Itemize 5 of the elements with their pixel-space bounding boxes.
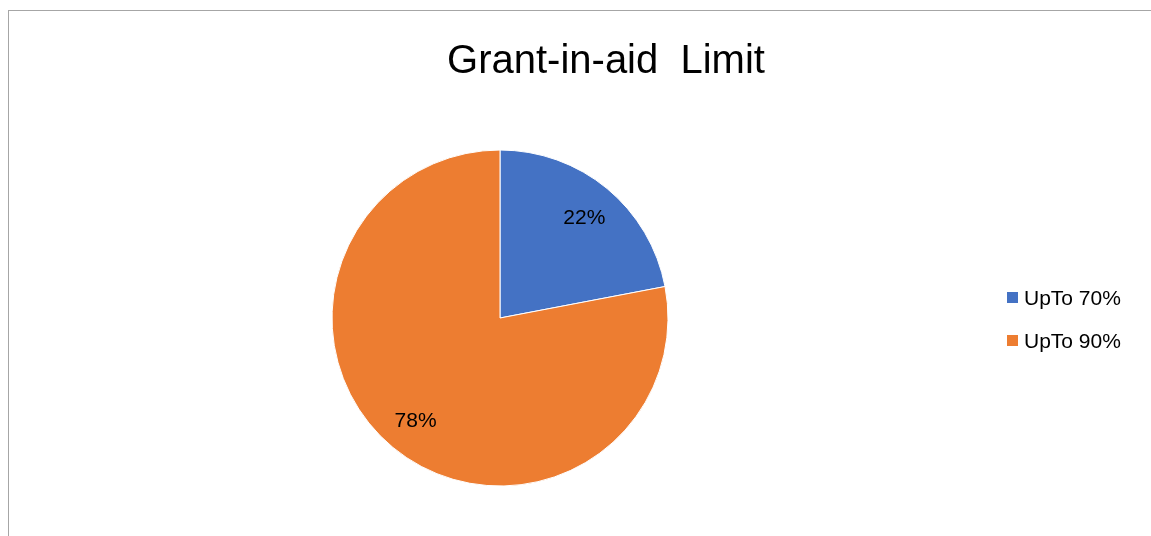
data-label: 22% — [563, 204, 606, 228]
legend-label: UpTo 90% — [1024, 329, 1121, 352]
legend-label: UpTo 70% — [1024, 286, 1121, 309]
data-label: 78% — [394, 408, 437, 432]
chart-title: Grant-in-aid Limit — [447, 37, 765, 81]
